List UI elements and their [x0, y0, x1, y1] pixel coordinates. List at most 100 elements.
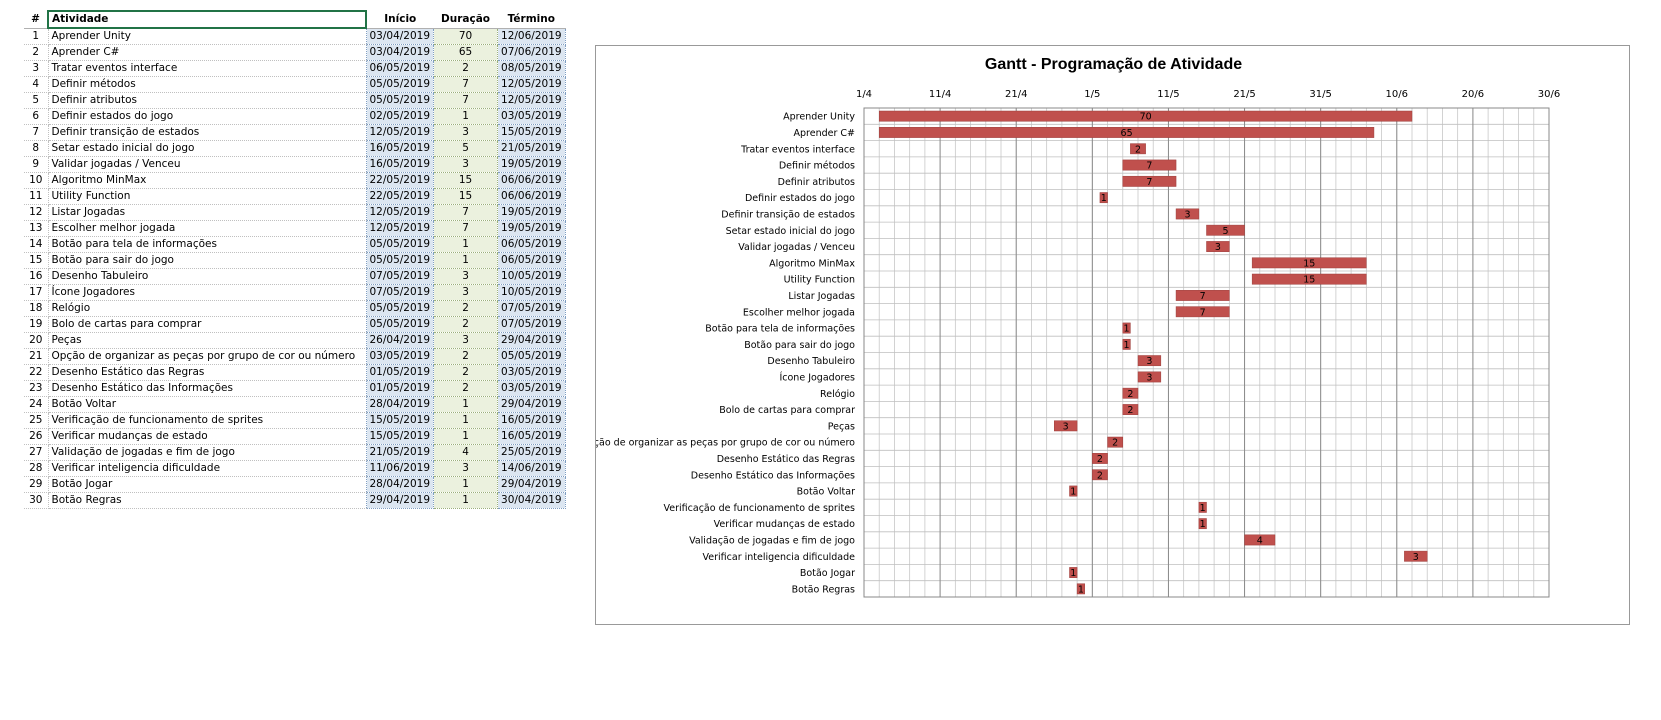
end-date-cell[interactable]: 07/05/2019	[497, 300, 566, 317]
end-date-cell[interactable]: 07/05/2019	[497, 316, 566, 333]
duration-cell[interactable]: 7	[433, 204, 499, 221]
start-date-cell[interactable]: 03/05/2019	[365, 348, 435, 365]
row-number-cell[interactable]: 24	[24, 396, 49, 413]
row-number-cell[interactable]: 11	[24, 188, 49, 205]
row-number-cell[interactable]: 14	[24, 236, 49, 253]
activity-cell[interactable]: Relógio	[48, 300, 366, 317]
start-date-cell[interactable]: 03/04/2019	[365, 27, 435, 45]
row-number-cell[interactable]: 9	[24, 156, 49, 173]
end-date-cell[interactable]: 08/05/2019	[497, 60, 566, 77]
end-date-cell[interactable]: 29/04/2019	[497, 396, 566, 413]
duration-cell[interactable]: 4	[433, 444, 499, 461]
activity-cell[interactable]: Ícone Jogadores	[48, 284, 366, 301]
row-number-cell[interactable]: 7	[24, 124, 49, 141]
header-end[interactable]: Término	[497, 11, 566, 29]
end-date-cell[interactable]: 10/05/2019	[497, 268, 566, 285]
duration-cell[interactable]: 1	[433, 396, 499, 413]
activity-cell[interactable]: Setar estado inicial do jogo	[48, 140, 366, 157]
duration-cell[interactable]: 2	[433, 316, 499, 333]
end-date-cell[interactable]: 03/05/2019	[497, 380, 566, 397]
duration-cell[interactable]: 3	[433, 460, 499, 477]
duration-cell[interactable]: 3	[433, 284, 499, 301]
start-date-cell[interactable]: 02/05/2019	[365, 108, 435, 125]
activity-cell[interactable]: Listar Jogadas	[48, 204, 366, 221]
duration-cell[interactable]: 1	[433, 476, 499, 493]
duration-cell[interactable]: 1	[433, 108, 499, 125]
activity-cell[interactable]: Escolher melhor jogada	[48, 220, 366, 237]
duration-cell[interactable]: 1	[433, 492, 499, 509]
duration-cell[interactable]: 7	[433, 76, 499, 93]
start-date-cell[interactable]: 06/05/2019	[365, 60, 435, 77]
start-date-cell[interactable]: 03/04/2019	[365, 44, 435, 61]
row-number-cell[interactable]: 12	[24, 204, 49, 221]
row-number-cell[interactable]: 26	[24, 428, 49, 445]
start-date-cell[interactable]: 05/05/2019	[365, 236, 435, 253]
activity-cell[interactable]: Aprender C#	[48, 44, 366, 61]
row-number-cell[interactable]: 5	[24, 92, 49, 109]
start-date-cell[interactable]: 01/05/2019	[365, 364, 435, 381]
row-number-cell[interactable]: 8	[24, 140, 49, 157]
row-number-cell[interactable]: 18	[24, 300, 49, 317]
end-date-cell[interactable]: 06/06/2019	[497, 188, 566, 205]
end-date-cell[interactable]: 06/05/2019	[497, 252, 566, 269]
row-number-cell[interactable]: 23	[24, 380, 49, 397]
start-date-cell[interactable]: 29/04/2019	[365, 492, 435, 509]
row-number-cell[interactable]: 27	[24, 444, 49, 461]
duration-cell[interactable]: 3	[433, 124, 499, 141]
row-number-cell[interactable]: 2	[24, 44, 49, 61]
activity-cell[interactable]: Aprender Unity	[48, 28, 366, 45]
end-date-cell[interactable]: 25/05/2019	[497, 444, 566, 461]
row-number-cell[interactable]: 16	[24, 268, 49, 285]
duration-cell[interactable]: 1	[433, 236, 499, 253]
activity-cell[interactable]: Definir atributos	[48, 92, 366, 109]
end-date-cell[interactable]: 29/04/2019	[497, 332, 566, 349]
start-date-cell[interactable]: 05/05/2019	[365, 92, 435, 109]
row-number-cell[interactable]: 25	[24, 412, 49, 429]
end-date-cell[interactable]: 19/05/2019	[497, 156, 566, 173]
start-date-cell[interactable]: 12/05/2019	[365, 204, 435, 221]
duration-cell[interactable]: 1	[433, 252, 499, 269]
start-date-cell[interactable]: 12/05/2019	[365, 124, 435, 141]
end-date-cell[interactable]: 10/05/2019	[497, 284, 566, 301]
row-number-cell[interactable]: 17	[24, 284, 49, 301]
end-date-cell[interactable]: 03/05/2019	[497, 364, 566, 381]
activity-cell[interactable]: Botão para sair do jogo	[48, 252, 366, 269]
end-date-cell[interactable]: 21/05/2019	[497, 140, 566, 157]
duration-cell[interactable]: 3	[433, 156, 499, 173]
duration-cell[interactable]: 65	[433, 44, 499, 61]
start-date-cell[interactable]: 16/05/2019	[365, 140, 435, 157]
start-date-cell[interactable]: 07/05/2019	[365, 284, 435, 301]
end-date-cell[interactable]: 03/05/2019	[497, 108, 566, 125]
end-date-cell[interactable]: 16/05/2019	[497, 428, 566, 445]
start-date-cell[interactable]: 15/05/2019	[365, 428, 435, 445]
duration-cell[interactable]: 2	[433, 300, 499, 317]
start-date-cell[interactable]: 22/05/2019	[365, 188, 435, 205]
duration-cell[interactable]: 3	[433, 268, 499, 285]
start-date-cell[interactable]: 15/05/2019	[365, 412, 435, 429]
duration-cell[interactable]: 1	[433, 412, 499, 429]
row-number-cell[interactable]: 15	[24, 252, 49, 269]
row-number-cell[interactable]: 4	[24, 76, 49, 93]
activity-cell[interactable]: Desenho Tabuleiro	[48, 268, 366, 285]
activity-cell[interactable]: Opção de organizar as peças por grupo de…	[48, 348, 366, 365]
start-date-cell[interactable]: 21/05/2019	[365, 444, 435, 461]
duration-cell[interactable]: 2	[433, 380, 499, 397]
row-number-cell[interactable]: 29	[24, 476, 49, 493]
activity-cell[interactable]: Validação de jogadas e fim de jogo	[48, 444, 366, 461]
row-number-cell[interactable]: 19	[24, 316, 49, 333]
header-activity[interactable]: Atividade	[47, 10, 367, 29]
activity-cell[interactable]: Verificar mudanças de estado	[48, 428, 366, 445]
duration-cell[interactable]: 15	[433, 172, 499, 189]
duration-cell[interactable]: 3	[433, 332, 499, 349]
duration-cell[interactable]: 2	[433, 348, 499, 365]
row-number-cell[interactable]: 6	[24, 108, 49, 125]
row-number-cell[interactable]: 28	[24, 460, 49, 477]
activity-cell[interactable]: Tratar eventos interface	[48, 60, 366, 77]
row-number-cell[interactable]: 30	[24, 492, 49, 509]
activity-cell[interactable]: Peças	[48, 332, 366, 349]
row-number-cell[interactable]: 22	[24, 364, 49, 381]
start-date-cell[interactable]: 07/05/2019	[365, 268, 435, 285]
end-date-cell[interactable]: 06/06/2019	[497, 172, 566, 189]
activity-cell[interactable]: Algoritmo MinMax	[48, 172, 366, 189]
end-date-cell[interactable]: 07/06/2019	[497, 44, 566, 61]
